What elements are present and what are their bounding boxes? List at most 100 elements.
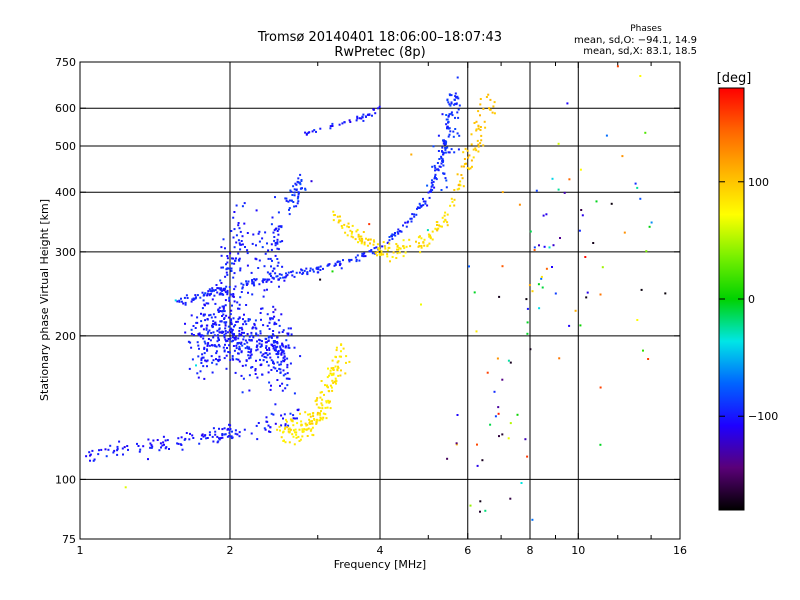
data-point	[437, 134, 440, 137]
data-point	[221, 293, 224, 296]
data-point	[224, 324, 227, 327]
data-point	[270, 384, 272, 387]
data-point	[642, 349, 644, 352]
data-point	[497, 406, 500, 409]
data-point	[415, 213, 418, 216]
data-point	[345, 361, 347, 364]
data-point	[200, 325, 203, 327]
data-point	[269, 431, 272, 433]
data-point	[426, 184, 429, 187]
data-point	[221, 428, 224, 431]
data-point	[224, 299, 227, 302]
data-point	[470, 133, 473, 136]
data-point	[234, 336, 237, 339]
data-point	[444, 211, 447, 214]
data-point	[307, 413, 310, 416]
data-point	[210, 316, 213, 319]
data-point	[283, 279, 286, 282]
data-point	[424, 200, 427, 203]
data-point	[217, 343, 220, 346]
data-point	[501, 433, 504, 436]
data-point	[161, 444, 164, 447]
data-point	[463, 163, 466, 165]
data-point	[436, 168, 439, 171]
data-point	[650, 221, 653, 224]
data-point	[266, 324, 269, 327]
data-point	[206, 349, 209, 352]
data-point	[248, 335, 251, 338]
data-point	[185, 432, 188, 434]
data-point	[441, 158, 444, 161]
data-point	[136, 442, 138, 445]
data-point	[186, 297, 189, 299]
data-point	[315, 399, 318, 402]
data-point	[261, 280, 264, 282]
data-point	[183, 438, 186, 441]
data-point	[330, 367, 333, 370]
data-point	[623, 231, 626, 234]
data-point	[273, 315, 276, 318]
data-point	[279, 429, 281, 432]
colorbar-tick-label: 100	[748, 176, 769, 189]
data-point	[228, 351, 231, 354]
data-point	[391, 233, 394, 236]
data-point	[358, 238, 361, 240]
data-point	[311, 130, 314, 133]
data-point	[274, 403, 277, 406]
data-point	[219, 293, 222, 296]
data-point	[434, 175, 436, 178]
data-point	[226, 261, 229, 264]
y-tick-label: 500	[55, 140, 76, 153]
data-point	[279, 384, 281, 387]
data-point	[312, 412, 315, 414]
data-point	[310, 422, 313, 425]
data-point	[479, 126, 482, 128]
data-point	[402, 239, 405, 242]
data-point	[321, 398, 324, 401]
data-point	[273, 362, 275, 365]
data-point	[220, 320, 223, 323]
data-point	[475, 120, 478, 123]
data-point	[362, 231, 365, 233]
data-point	[307, 427, 310, 430]
data-point	[212, 440, 215, 443]
data-point	[285, 275, 288, 278]
data-point	[338, 355, 341, 358]
data-point	[290, 199, 293, 202]
data-point	[226, 255, 229, 257]
data-point	[299, 173, 302, 176]
data-point	[233, 300, 236, 303]
data-point	[176, 300, 179, 303]
data-point	[213, 289, 215, 292]
data-point	[559, 237, 561, 239]
data-point	[218, 331, 221, 334]
data-point	[311, 420, 313, 423]
data-point	[352, 236, 355, 239]
data-point	[262, 295, 265, 298]
data-point	[251, 282, 254, 285]
data-point	[235, 358, 238, 361]
data-point	[440, 162, 443, 165]
data-point	[529, 348, 532, 351]
data-point	[198, 332, 201, 335]
data-point	[284, 197, 287, 200]
data-point	[422, 197, 424, 200]
data-point	[245, 282, 248, 285]
data-point	[311, 433, 314, 436]
data-point	[306, 271, 309, 274]
data-point	[200, 362, 203, 364]
data-point	[204, 319, 207, 322]
data-point	[203, 348, 206, 350]
data-point	[259, 339, 262, 342]
data-point	[209, 313, 212, 316]
data-point	[222, 266, 224, 269]
data-point	[354, 256, 357, 259]
data-point	[226, 267, 229, 270]
data-point	[648, 225, 651, 228]
data-point	[420, 245, 423, 247]
data-point	[434, 177, 437, 179]
data-point	[228, 299, 231, 302]
data-point	[239, 248, 242, 251]
data-point	[440, 189, 443, 191]
data-point	[296, 197, 299, 200]
